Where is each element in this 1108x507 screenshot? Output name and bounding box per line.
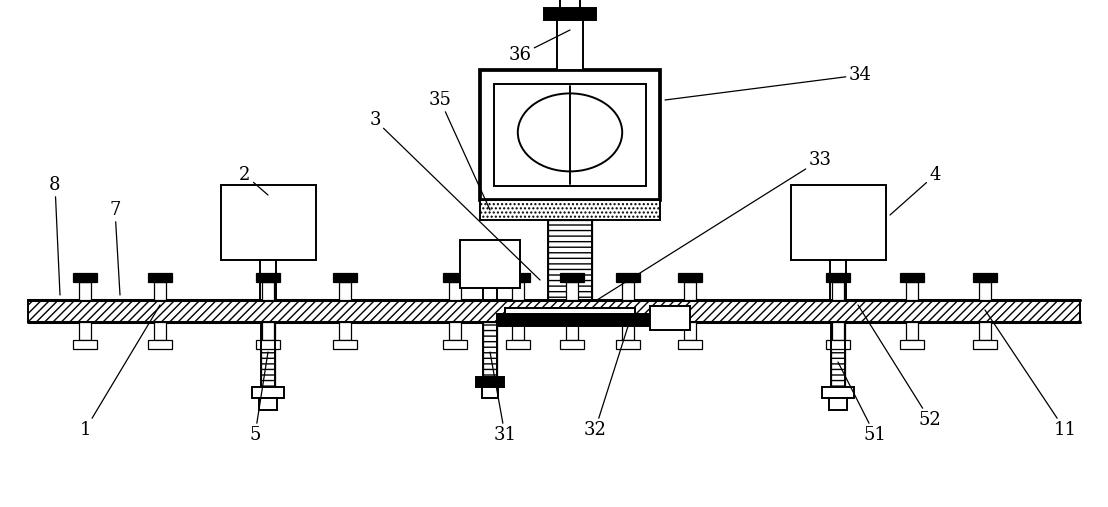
Bar [906,322,919,340]
Text: 4: 4 [890,166,941,215]
Bar [831,322,845,387]
Text: 33: 33 [597,151,831,300]
Bar [260,260,276,300]
Bar [334,340,357,349]
Bar [443,273,466,282]
Bar [256,340,280,349]
Text: 7: 7 [110,201,121,295]
Bar [483,322,497,377]
Bar [261,322,275,387]
Bar [560,273,584,282]
Bar [544,8,596,20]
Bar [829,398,847,410]
Bar [449,322,461,340]
Text: 34: 34 [665,66,871,100]
Text: 52: 52 [858,305,942,429]
Bar [825,340,850,349]
Bar [616,273,640,282]
Bar [973,273,997,282]
Bar [480,70,660,200]
Bar [566,282,578,300]
Bar [566,322,578,340]
Bar [79,282,91,300]
Bar [650,306,690,330]
Text: 1: 1 [80,305,160,439]
Bar [678,340,702,349]
Bar [482,387,497,398]
Bar [505,308,635,321]
Bar [616,340,640,349]
Bar [979,322,991,340]
Bar [73,273,98,282]
Bar [476,377,504,387]
Text: 35: 35 [429,91,490,210]
Text: 36: 36 [509,30,570,64]
Bar [497,314,650,326]
Bar [154,322,166,340]
Bar [832,282,844,300]
Bar [678,273,702,282]
Bar [154,282,166,300]
Bar [900,340,924,349]
Bar [339,282,351,300]
Bar [557,20,583,70]
Text: 5: 5 [249,352,268,444]
Bar [261,322,274,340]
Bar [822,387,854,398]
Text: 3: 3 [369,111,540,280]
Bar [512,322,524,340]
Bar [548,220,592,300]
Bar [334,273,357,282]
Bar [480,200,660,220]
Bar [973,340,997,349]
Bar [261,282,274,300]
Bar [979,282,991,300]
Text: 2: 2 [239,166,268,195]
Bar [148,340,172,349]
Bar [830,260,847,300]
Bar [483,288,497,300]
Bar [506,273,530,282]
Bar [506,340,530,349]
Text: 11: 11 [985,310,1077,439]
Bar [560,340,584,349]
Bar [790,185,885,260]
Bar [900,273,924,282]
Bar [825,273,850,282]
Bar [449,282,461,300]
Bar [443,340,466,349]
Bar [622,282,634,300]
Bar [252,387,284,398]
Bar [148,273,172,282]
Bar [622,322,634,340]
Bar [684,282,696,300]
Bar [494,84,646,186]
Bar [832,322,844,340]
Bar [79,322,91,340]
Bar [460,240,520,288]
Text: 32: 32 [584,320,630,439]
Text: 51: 51 [838,362,886,444]
Text: 8: 8 [49,176,61,295]
Bar [906,282,919,300]
Bar [220,185,316,260]
Bar [256,273,280,282]
Bar [512,282,524,300]
Bar [684,322,696,340]
Bar [259,398,277,410]
Bar [28,300,1080,322]
Text: 31: 31 [490,352,516,444]
Bar [73,340,98,349]
Bar [339,322,351,340]
Bar [560,0,579,8]
